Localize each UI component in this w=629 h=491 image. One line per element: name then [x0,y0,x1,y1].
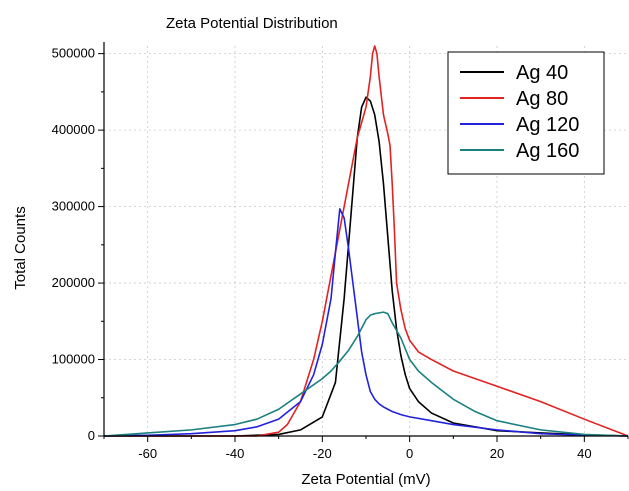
series-layer [103,45,629,437]
y-tick-label: 200000 [52,275,95,290]
series-line-ag-160 [103,311,629,437]
axes: -60 -40 -20 0 20 40 0 100000 200000 300000 400000 5… [52,42,629,461]
y-axis-label: Total Counts [12,206,29,289]
x-tick-label: 0 [406,446,413,461]
legend-label: Ag 40 [516,62,568,84]
x-tick-label: -20 [313,446,332,461]
x-tick-label: 40 [577,446,591,461]
x-tick-label: -40 [226,446,245,461]
y-tick-label: 100000 [52,352,95,367]
x-tick-label: 20 [490,446,504,461]
y-tick-label: 400000 [52,122,95,137]
y-tick-label: 500000 [52,46,95,61]
x-tick-label: -60 [138,446,157,461]
chart-title: Zeta Potential Distribution [166,15,338,32]
y-tick-label: 300000 [52,199,95,214]
legend-label: Ag 120 [516,114,579,136]
legend-label: Ag 80 [516,88,568,110]
legend-label: Ag 160 [516,140,579,162]
series-line-ag-80 [104,45,629,437]
legend: Ag 40 Ag 80 Ag 120 Ag 160 [447,51,605,175]
series-line-ag-120 [103,208,629,437]
y-tick-label: 0 [88,428,95,443]
series-line-ag-40 [104,96,629,437]
x-axis-label: Zeta Potential (mV) [301,471,430,488]
